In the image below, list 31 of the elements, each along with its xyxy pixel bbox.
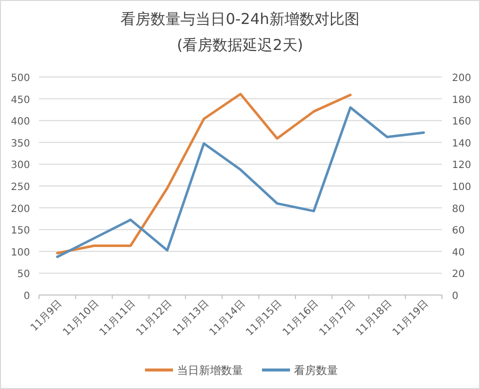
y2-tick-label: 0 (452, 291, 458, 302)
y2-tick-label: 140 (452, 138, 472, 150)
y-tick-label: 250 (10, 182, 30, 193)
y2-tick-label: 180 (452, 94, 472, 106)
y2-tick-label: 80 (452, 204, 465, 215)
y-tick-label: 400 (10, 116, 30, 128)
chart-subtitle: (看房数据延迟2天) (176, 36, 304, 54)
y-tick-label: 200 (10, 204, 30, 215)
y-tick-label: 0 (24, 291, 30, 302)
y2-tick-label: 120 (452, 160, 472, 172)
chart-title: 看房数量与当日0-24h新增数对比图 (120, 10, 360, 28)
y2-tick-label: 200 (452, 73, 472, 84)
y2-tick-label: 20 (452, 269, 465, 280)
y-tick-label: 350 (10, 138, 30, 150)
x-tick-label: 11月16日 (280, 298, 321, 338)
line-series (56, 92, 352, 254)
y2-tick-label: 160 (452, 116, 472, 128)
y-tick-label: 100 (10, 247, 30, 258)
legend-label: 看房数量 (294, 364, 338, 377)
y-tick-label: 500 (10, 73, 30, 84)
y2-tick-label: 100 (452, 182, 472, 193)
line-series (56, 106, 425, 258)
y2-tick-label: 40 (452, 247, 465, 258)
y2-tick-label: 60 (452, 226, 465, 237)
x-tick-label: 11月19日 (390, 298, 431, 338)
y-tick-label: 300 (10, 160, 30, 172)
x-tick-label: 11月9日 (29, 298, 64, 334)
y-tick-label: 50 (17, 269, 30, 280)
y-tick-label: 150 (10, 226, 30, 237)
legend-label: 当日新增数量 (177, 364, 243, 377)
y-tick-label: 450 (10, 94, 30, 106)
